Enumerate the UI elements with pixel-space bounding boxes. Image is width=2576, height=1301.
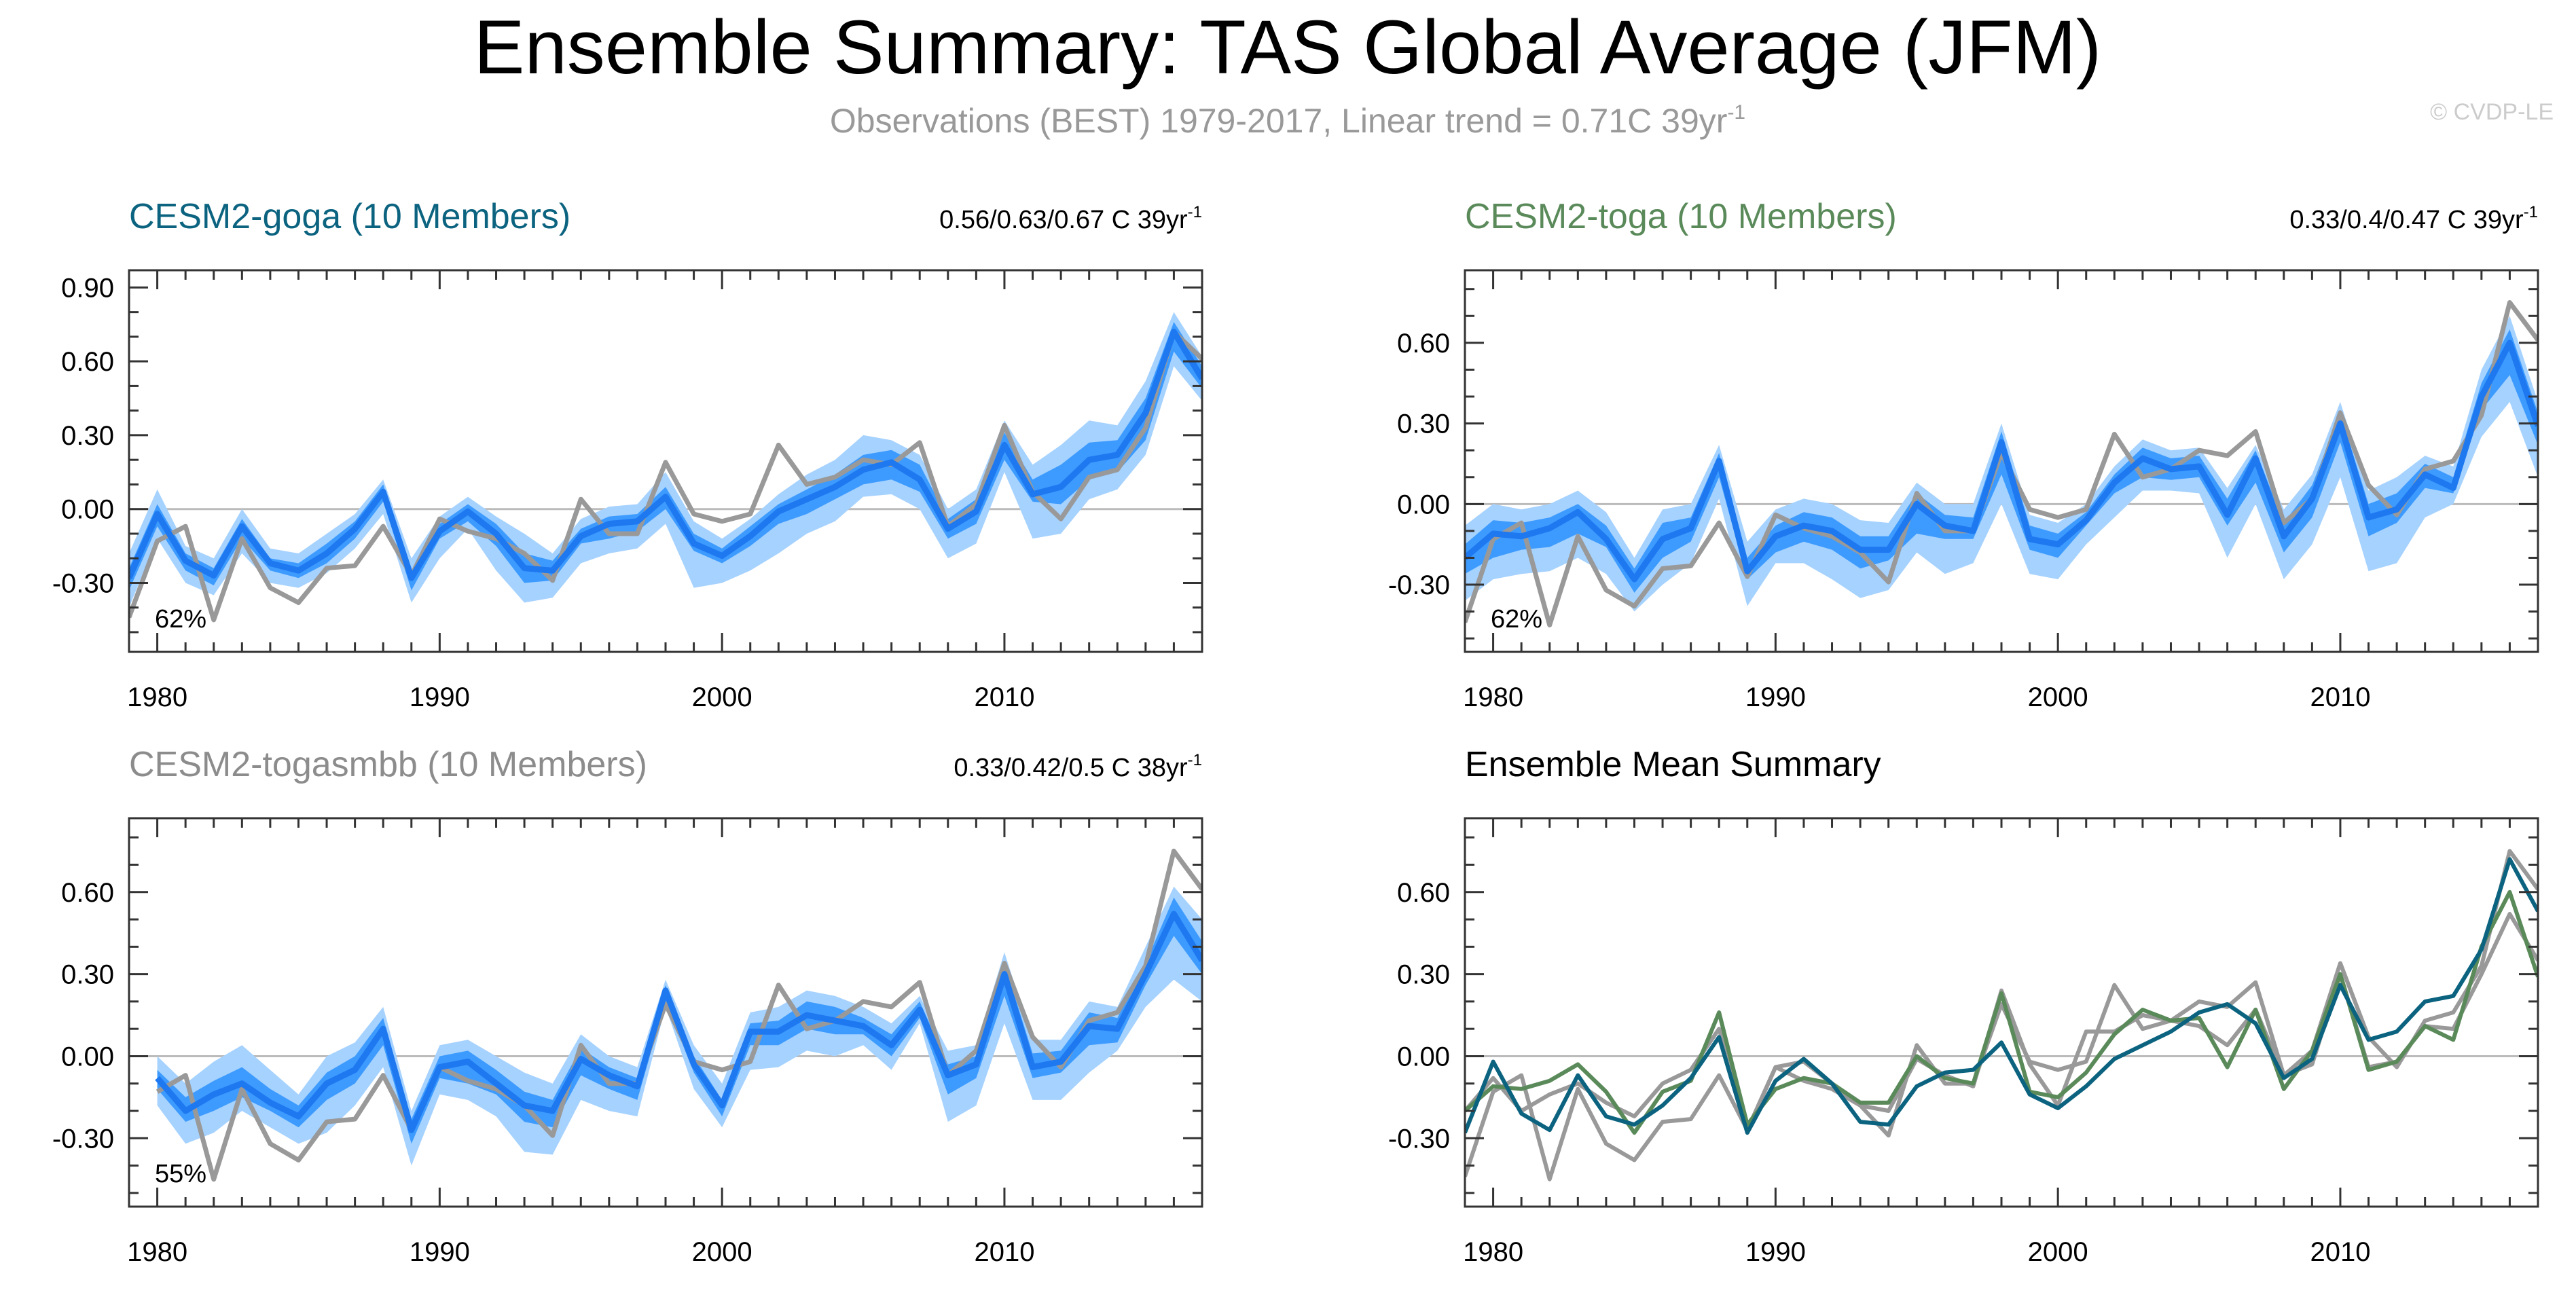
- observations-line: [129, 329, 1202, 623]
- trend-label-text: 0.33/0.4/0.47 C 39yr: [2289, 206, 2524, 234]
- plot-area: [129, 312, 1202, 623]
- y-tick-label: 0.60: [61, 347, 114, 377]
- y-tick-label: 0.30: [1397, 960, 1450, 990]
- x-tick-label: 2010: [974, 1237, 1034, 1267]
- x-tick-label: 1980: [127, 682, 187, 712]
- y-tick-label: 0.30: [1397, 409, 1450, 439]
- figure-subtitle: Observations (BEST) 1979-2017, Linear tr…: [830, 101, 1745, 140]
- y-tick-label: 0.00: [1397, 490, 1450, 519]
- y-tick-label: 0.00: [1397, 1042, 1450, 1071]
- panel-title: CESM2-toga (10 Members): [1465, 197, 1897, 236]
- ensemble-mean-line: [129, 329, 1202, 581]
- y-tick-label: 0.60: [1397, 878, 1450, 908]
- y-tick-label: -0.30: [1388, 570, 1450, 600]
- y-tick-label: 0.30: [61, 421, 114, 451]
- trend-label-superscript: -1: [2524, 203, 2538, 221]
- trend-label: 0.33/0.4/0.47 C 39yr-1: [2289, 203, 2538, 234]
- x-tick-label: 2010: [974, 682, 1034, 712]
- trend-label: 0.33/0.42/0.5 C 38yr-1: [954, 751, 1202, 782]
- panel-title: Ensemble Mean Summary: [1465, 745, 1881, 784]
- x-tick-label: 1990: [1745, 682, 1806, 712]
- plot-area: [1465, 300, 2538, 627]
- panel-ensemble-mean-summary: Ensemble Mean Summary -0.30 0.00 0.30 0.60 19…: [1388, 745, 2539, 1267]
- x-tick-label: 2000: [692, 682, 752, 712]
- y-tick-label: 0.90: [61, 273, 114, 303]
- x-tick-label: 2000: [692, 1237, 752, 1267]
- x-tick-label: 1980: [1463, 1237, 1523, 1267]
- panel-title: CESM2-togasmbb (10 Members): [129, 745, 647, 784]
- ensemble-mean-line: [155, 911, 1202, 1133]
- y-tick-label: -0.30: [1388, 1124, 1450, 1154]
- x-tick-label: 2010: [2310, 1237, 2370, 1267]
- plot-area: [1465, 849, 2538, 1181]
- trend-label: 0.56/0.63/0.67 C 39yr-1: [939, 203, 1202, 234]
- y-tick-label: 0.30: [61, 960, 114, 990]
- y-tick-label: 0.60: [1397, 329, 1450, 359]
- series-line-cesm2-togasmbb: [1465, 912, 2538, 1133]
- y-tick-label: 0.00: [61, 495, 114, 525]
- plot-frame: [128, 817, 1203, 1208]
- x-tick-label: 1990: [410, 1237, 470, 1267]
- plot-frame: [1464, 817, 2539, 1208]
- y-tick-label: 0.60: [61, 878, 114, 908]
- ensemble-mean-line: [1465, 340, 2538, 583]
- x-tick-label: 2000: [2028, 1237, 2088, 1267]
- series-line-cesm2-toga: [1465, 890, 2538, 1135]
- spread-band-inner: [129, 322, 1202, 591]
- subtitle-text: Observations (BEST) 1979-2017, Linear tr…: [830, 102, 1728, 140]
- y-tick-label: -0.30: [52, 568, 114, 598]
- panel-togasmbb: CESM2-togasmbb (10 Members) 0.33/0.42/0.5…: [52, 745, 1203, 1267]
- x-tick-label: 1980: [127, 1237, 187, 1267]
- watermark: © CVDP-LE: [2430, 99, 2554, 125]
- x-tick-label: 2010: [2310, 682, 2370, 712]
- percent-label: 62%: [155, 605, 206, 634]
- x-tick-label: 2000: [2028, 682, 2088, 712]
- y-tick-label: 0.00: [61, 1042, 114, 1071]
- percent-label: 62%: [1491, 605, 1542, 634]
- y-tick-label: -0.30: [52, 1124, 114, 1154]
- x-tick-label: 1990: [410, 682, 470, 712]
- trend-label-superscript: -1: [1188, 203, 1202, 221]
- trend-label-text: 0.33/0.42/0.5 C 38yr: [954, 754, 1188, 782]
- trend-label-text: 0.56/0.63/0.67 C 39yr: [939, 206, 1188, 234]
- series-line-cesm2-goga: [1465, 857, 2538, 1135]
- series-line-obs: [1465, 849, 2538, 1181]
- figure-title: Ensemble Summary: TAS Global Average (JF…: [474, 5, 2101, 90]
- x-tick-label: 1990: [1745, 1237, 1806, 1267]
- panel-goga: CESM2-goga (10 Members) 0.56/0.63/0.67 C …: [52, 197, 1203, 712]
- x-tick-label: 1980: [1463, 682, 1523, 712]
- panel-toga: CESM2-toga (10 Members) 0.33/0.4/0.47 C 3…: [1388, 197, 2539, 712]
- subtitle-superscript: -1: [1727, 101, 1745, 124]
- trend-label-superscript: -1: [1188, 751, 1202, 769]
- plot-area: [129, 848, 1202, 1182]
- percent-label: 55%: [155, 1160, 206, 1188]
- panel-title: CESM2-goga (10 Members): [129, 197, 570, 236]
